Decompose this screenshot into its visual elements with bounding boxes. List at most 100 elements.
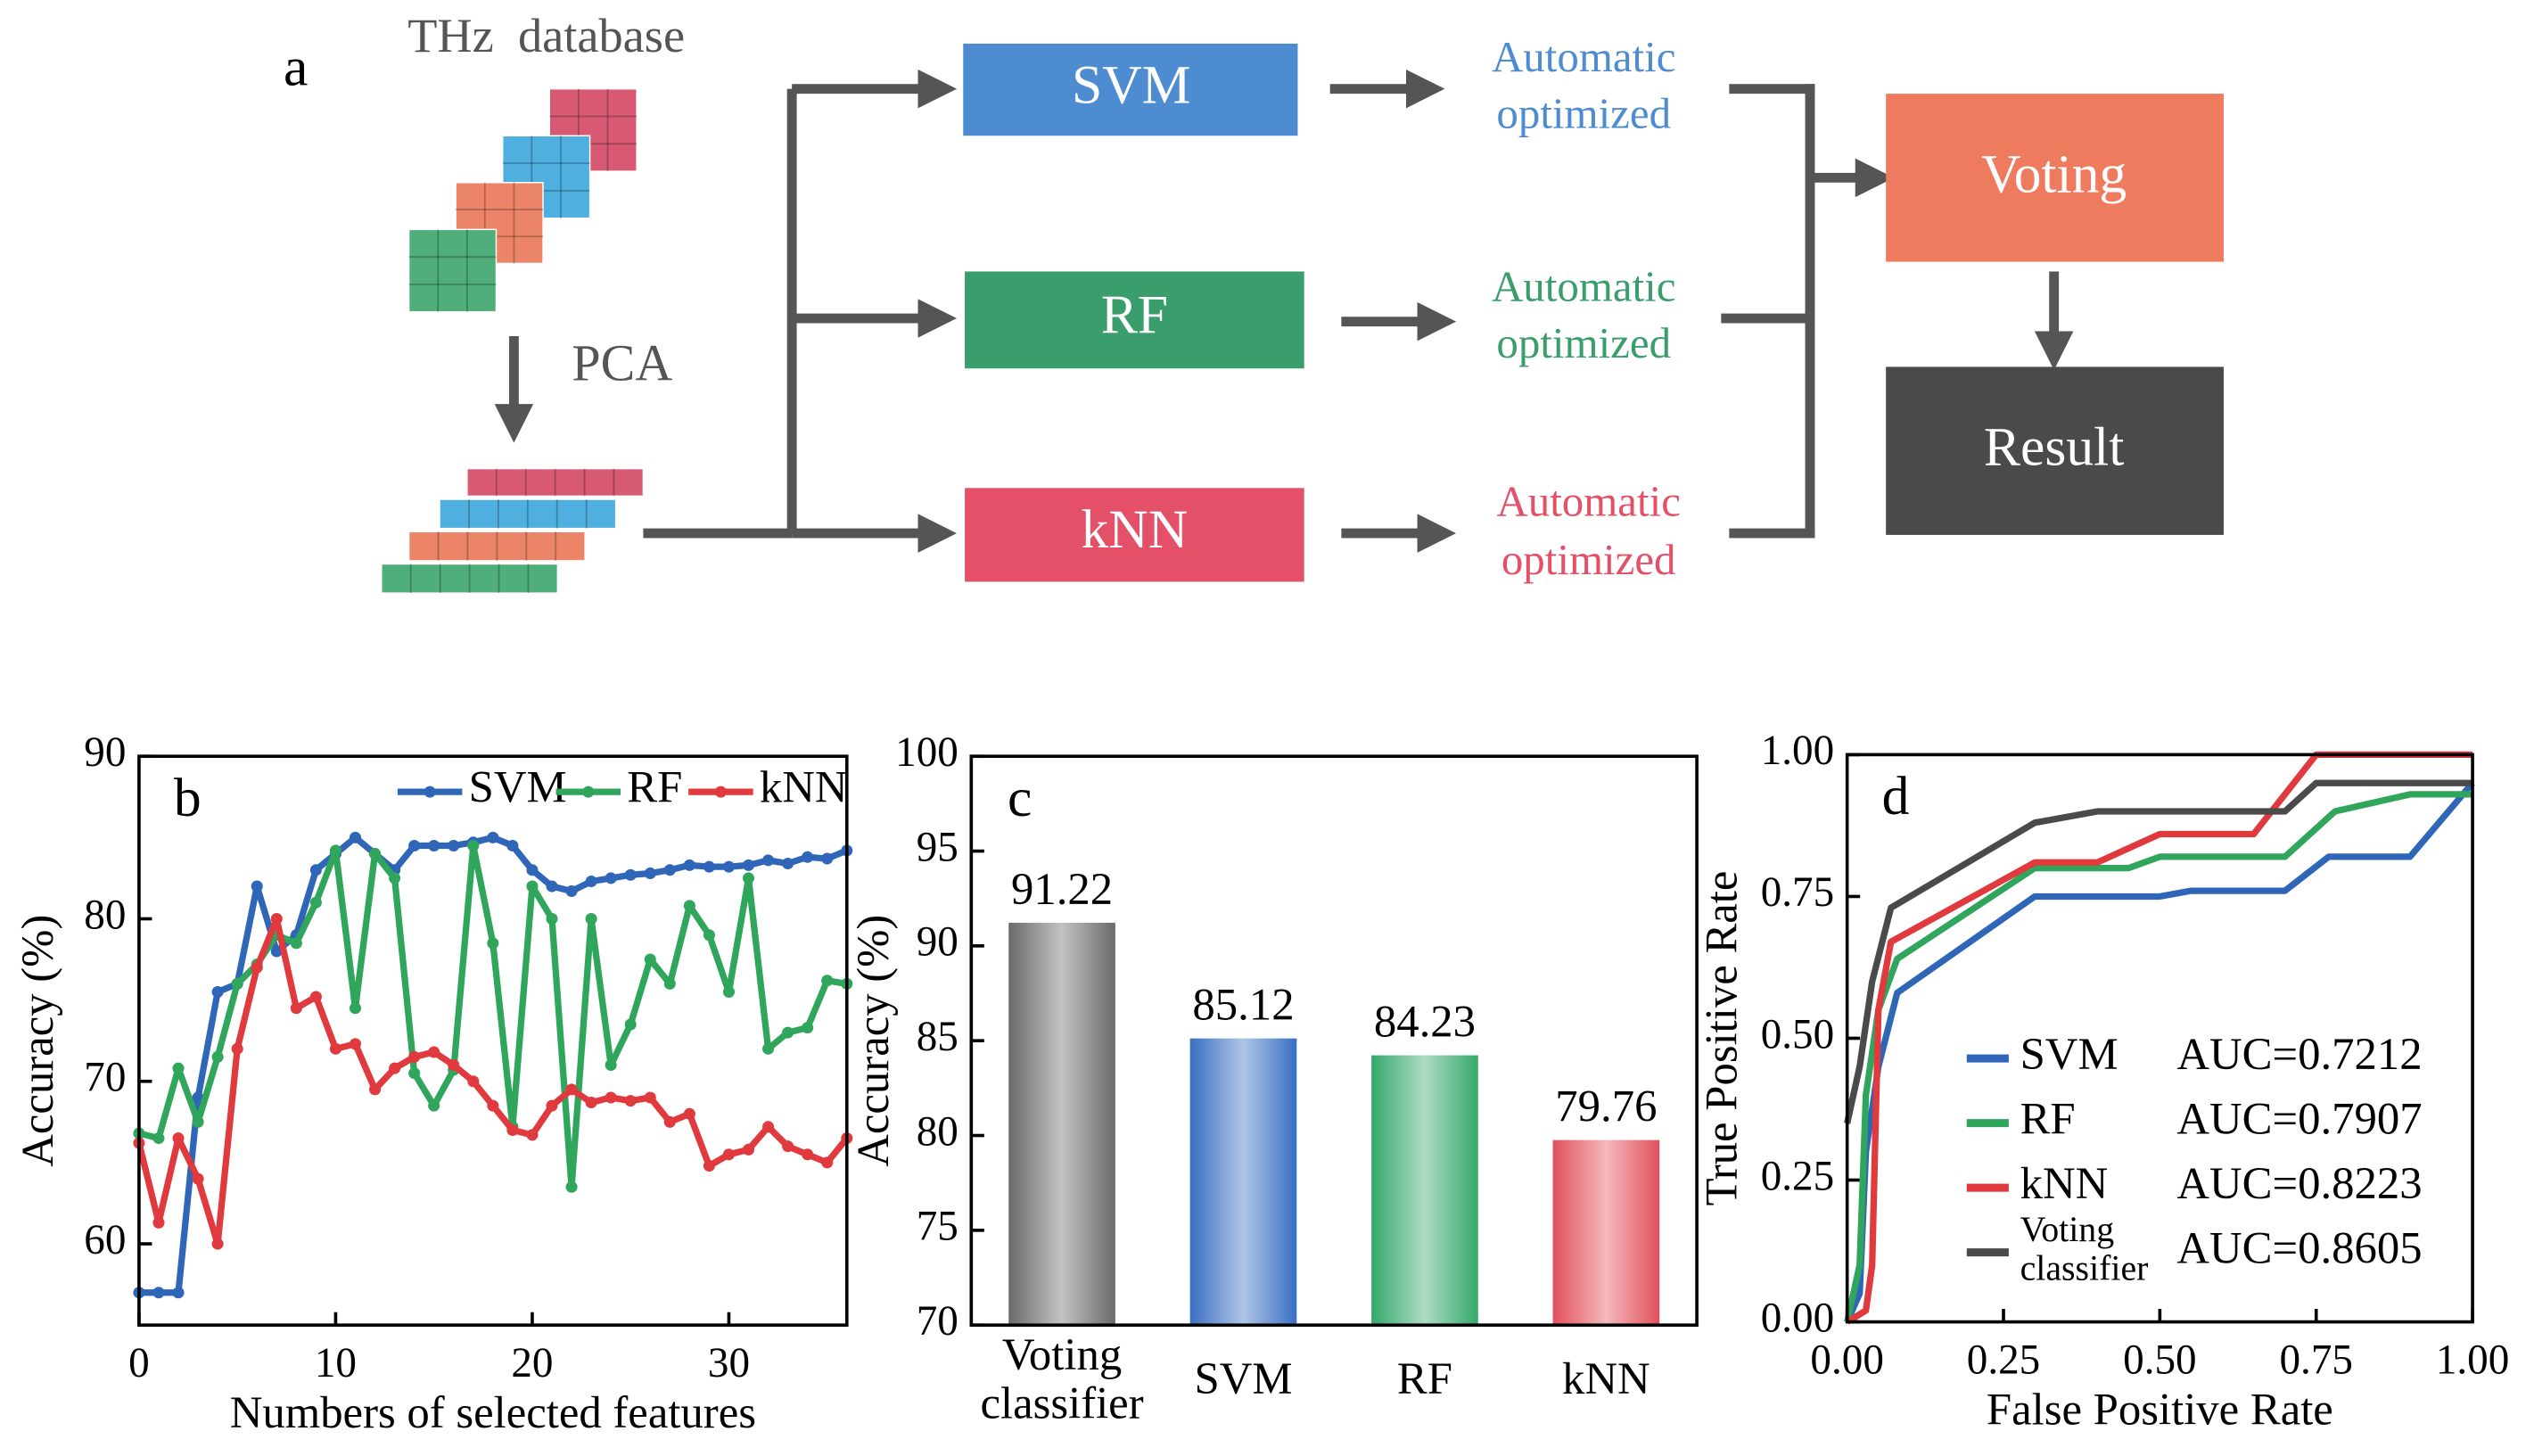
y-tick-label: 75 bbox=[917, 1204, 958, 1250]
panel-label: c bbox=[1008, 768, 1032, 828]
point bbox=[251, 880, 263, 893]
point bbox=[703, 1160, 715, 1172]
point bbox=[408, 1050, 421, 1063]
point bbox=[329, 1042, 341, 1055]
x-tick-label: 20 bbox=[511, 1340, 553, 1386]
point bbox=[487, 831, 499, 843]
note: Automatic bbox=[1496, 477, 1681, 526]
icon-block bbox=[381, 563, 559, 594]
value-label: 84.23 bbox=[1374, 997, 1476, 1047]
point bbox=[506, 839, 519, 851]
point bbox=[782, 857, 794, 870]
y-tick-label: 1.00 bbox=[1761, 728, 1834, 774]
plot-frame bbox=[969, 754, 1699, 1328]
point bbox=[644, 1091, 656, 1104]
point bbox=[389, 1062, 401, 1074]
panel-label: d bbox=[1882, 766, 1910, 827]
point bbox=[408, 1067, 421, 1080]
legend-auc: AUC=0.8605 bbox=[2176, 1222, 2422, 1272]
panel: c 70 75 80 85 90 95 100 Accuracy (%) 91.22 Voting c… bbox=[848, 729, 1699, 1427]
y-tick-label: 0.25 bbox=[1761, 1153, 1834, 1199]
icon-block bbox=[466, 467, 645, 498]
point bbox=[762, 854, 775, 867]
result-label: Result bbox=[1984, 417, 2124, 478]
model-label: RF bbox=[1101, 284, 1168, 345]
series-line bbox=[1844, 779, 2473, 1124]
y-axis-label: True Positive Rate bbox=[1696, 871, 1746, 1206]
legend-label: kNN bbox=[760, 762, 848, 812]
bar bbox=[1189, 1038, 1297, 1326]
point bbox=[467, 1075, 480, 1088]
series-line bbox=[1844, 791, 2473, 1323]
point bbox=[703, 860, 715, 873]
point bbox=[290, 1002, 302, 1015]
point bbox=[428, 839, 440, 851]
x-tick-label: RF bbox=[1397, 1353, 1452, 1403]
pca-label: PCA bbox=[572, 334, 672, 392]
point bbox=[172, 1062, 185, 1074]
point bbox=[644, 867, 656, 879]
point bbox=[231, 1042, 243, 1055]
legend-label: Voting classifier bbox=[2020, 1209, 2149, 1287]
point bbox=[329, 844, 341, 857]
legend-swatch bbox=[424, 786, 436, 798]
icon-block bbox=[439, 498, 617, 530]
x-tick-label: Voting classifier bbox=[980, 1329, 1143, 1427]
point bbox=[722, 1148, 735, 1161]
legend-label: SVM bbox=[2020, 1029, 2119, 1079]
point bbox=[290, 937, 302, 950]
voting-box bbox=[1886, 94, 2224, 262]
x-axis-label: Numbers of selected features bbox=[230, 1387, 756, 1437]
y-tick-label: 80 bbox=[917, 1108, 958, 1155]
point bbox=[722, 985, 735, 999]
point bbox=[152, 1287, 165, 1299]
x-axis-label: False Positive Rate bbox=[1987, 1385, 2333, 1435]
point bbox=[506, 1123, 519, 1136]
point bbox=[802, 1148, 814, 1161]
x-tick-label: 0.75 bbox=[2279, 1337, 2352, 1384]
bar bbox=[1371, 1055, 1478, 1326]
pipeline-diagram: a THz database PCA SVM RF kNN Automatic … bbox=[284, 9, 2224, 584]
point bbox=[802, 851, 814, 863]
icon-block bbox=[407, 531, 586, 562]
point bbox=[309, 991, 322, 1003]
point bbox=[211, 1238, 224, 1250]
point bbox=[644, 953, 656, 966]
panel-label: a bbox=[284, 37, 308, 98]
x-tick-label: 0 bbox=[128, 1340, 150, 1386]
note: optimized bbox=[1496, 318, 1671, 367]
point bbox=[192, 1091, 204, 1104]
y-tick-label: 0.75 bbox=[1761, 869, 1834, 916]
point bbox=[270, 945, 283, 958]
legend-label: SVM bbox=[469, 762, 567, 812]
point bbox=[683, 900, 695, 912]
point bbox=[546, 1099, 558, 1112]
point bbox=[349, 1038, 362, 1050]
legend-label: RF bbox=[2020, 1093, 2076, 1143]
point bbox=[762, 1042, 775, 1055]
point bbox=[782, 1026, 794, 1039]
point bbox=[428, 1099, 440, 1112]
point bbox=[624, 868, 637, 881]
point bbox=[742, 872, 755, 884]
legend-swatch bbox=[714, 786, 727, 798]
x-tick-label: 0.50 bbox=[2123, 1337, 2196, 1384]
y-tick-label: 80 bbox=[84, 892, 126, 938]
x-tick-label: kNN bbox=[1562, 1353, 1650, 1403]
database-label: THz database bbox=[407, 9, 685, 62]
point bbox=[487, 1099, 499, 1112]
point bbox=[309, 896, 322, 909]
x-tick-label: 10 bbox=[315, 1340, 357, 1386]
svm-box bbox=[963, 43, 1298, 136]
panel-label: b bbox=[174, 768, 202, 828]
point bbox=[467, 839, 480, 851]
point bbox=[172, 1287, 185, 1299]
x-tick-label: 0.25 bbox=[1967, 1337, 2040, 1384]
voting-label: Voting bbox=[1981, 144, 2127, 204]
y-tick-label: 60 bbox=[84, 1217, 126, 1263]
point bbox=[192, 1172, 204, 1185]
point bbox=[546, 880, 558, 893]
legend-swatch bbox=[582, 786, 595, 798]
x-tick-label: 1.00 bbox=[2436, 1337, 2509, 1384]
